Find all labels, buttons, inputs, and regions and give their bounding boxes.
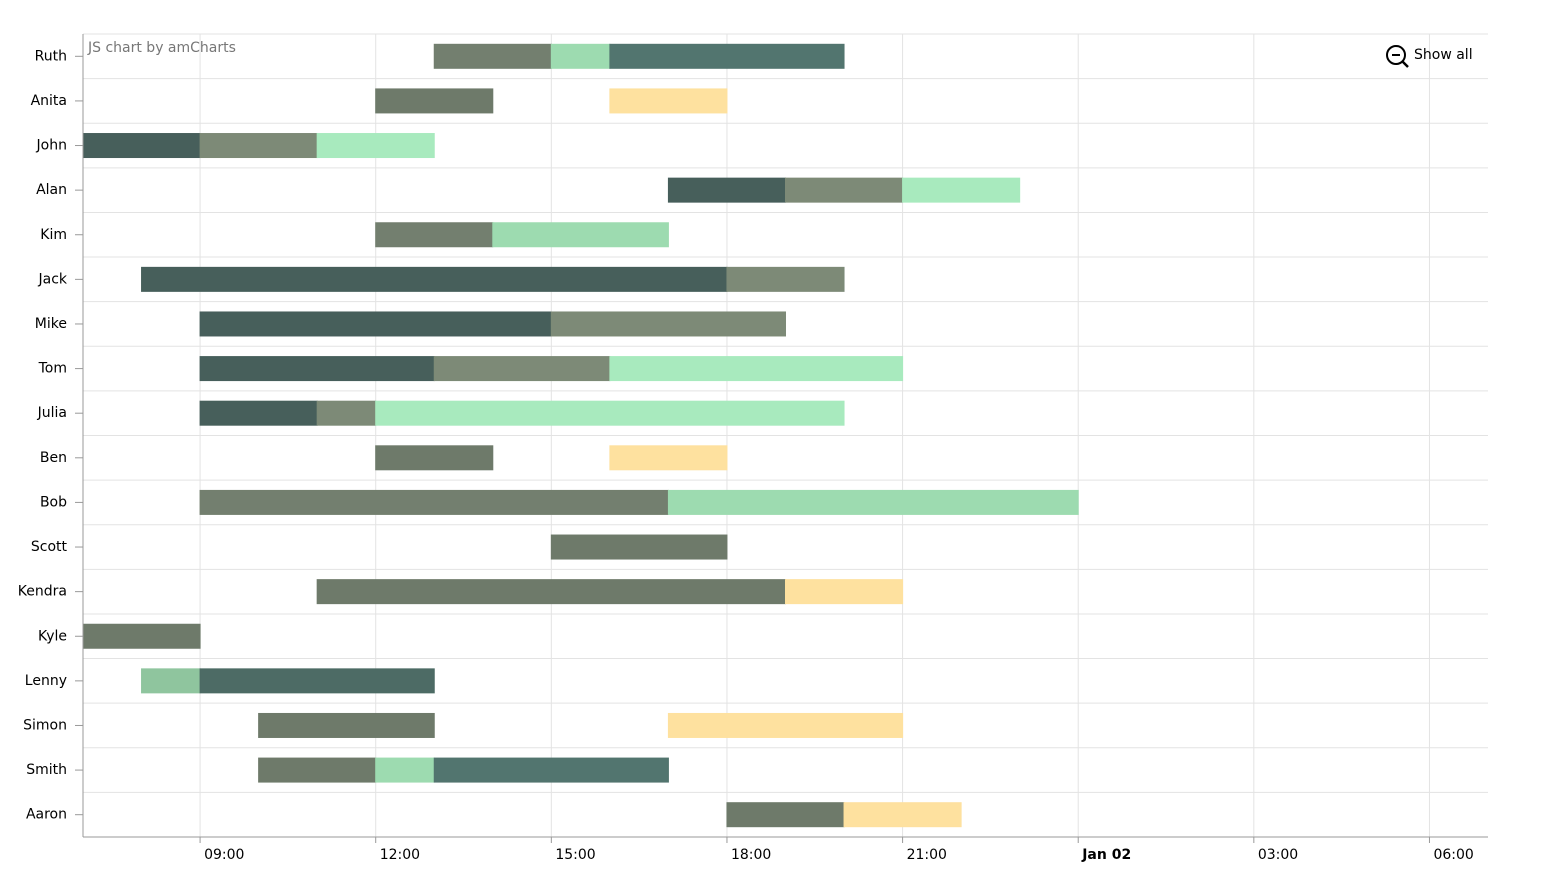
bar-segment xyxy=(667,177,787,203)
zoom-out-button[interactable]: Show all xyxy=(1386,45,1473,68)
bar-segment xyxy=(609,356,904,382)
bar-segment xyxy=(375,400,845,426)
y-tick-label: Kendra xyxy=(18,584,67,600)
bar-segment xyxy=(785,177,904,203)
bar-segment xyxy=(316,579,786,605)
y-tick-label: Lenny xyxy=(25,673,67,689)
plot: 09:00 12:00 15:00 18:00 21:00 Jan 02 03:00 06:0… xyxy=(18,33,1488,863)
y-tick-label: Mike xyxy=(35,316,67,332)
bar-segment xyxy=(609,445,728,471)
bar-segment xyxy=(375,445,494,471)
bar-segment xyxy=(667,712,904,738)
bar-segment xyxy=(433,757,669,783)
bar-segment xyxy=(609,88,728,114)
bar-segment xyxy=(843,802,962,828)
y-tick-label: Tom xyxy=(38,361,67,377)
bar-segment xyxy=(375,757,435,783)
y-tick-label: Kyle xyxy=(38,628,67,644)
bar-segment xyxy=(433,356,611,382)
x-tick-label: Jan 02 xyxy=(1081,847,1131,863)
y-tick-label: Bob xyxy=(40,494,67,510)
bar-segment xyxy=(785,579,904,605)
x-tick-label: 21:00 xyxy=(907,847,947,863)
x-tick-label: 06:00 xyxy=(1433,847,1473,863)
bar-segment xyxy=(316,400,377,426)
y-tick-label: Julia xyxy=(37,405,67,421)
y-tick-label: Aaron xyxy=(26,807,67,823)
bar-segment xyxy=(199,400,318,426)
y-tick-label: Scott xyxy=(31,539,68,555)
x-tick-label: 12:00 xyxy=(380,847,420,863)
bar-segment xyxy=(199,356,435,382)
x-tick-label: 18:00 xyxy=(731,847,771,863)
zoom-label[interactable]: Show all xyxy=(1414,47,1473,63)
y-tick-label: Simon xyxy=(23,717,67,733)
bar-segment xyxy=(199,668,435,694)
bar-segment xyxy=(141,668,201,694)
zoom-icon xyxy=(1386,45,1406,65)
y-tick-label: Kim xyxy=(40,227,67,243)
y-tick-label: Smith xyxy=(26,762,67,778)
bar-segment xyxy=(82,133,201,159)
zoom-icon-handle xyxy=(1401,60,1409,68)
bar-segment xyxy=(82,623,201,649)
bar-segment xyxy=(433,43,552,69)
bar-segment xyxy=(375,88,494,114)
bar-segment xyxy=(550,43,611,69)
bar-segment xyxy=(667,489,1079,515)
bar-segment xyxy=(609,43,845,69)
bar-segment xyxy=(199,311,552,337)
bar-segment xyxy=(492,222,669,248)
y-tick-label: Anita xyxy=(31,93,67,109)
bar-segment xyxy=(550,534,728,560)
bar-segment xyxy=(258,712,435,738)
bar-segment xyxy=(199,133,318,159)
bar-segment xyxy=(316,133,435,159)
bar-segment xyxy=(550,311,786,337)
x-tick-label: 03:00 xyxy=(1258,847,1298,863)
x-tick-label: 15:00 xyxy=(555,847,595,863)
bar-segment xyxy=(141,266,728,292)
bar-segment xyxy=(258,757,377,783)
bar-segment xyxy=(726,802,845,828)
y-tick-label: Alan xyxy=(36,182,67,198)
y-tick-label: Ben xyxy=(40,450,67,466)
x-tick-label: 09:00 xyxy=(204,847,244,863)
y-tick-label: John xyxy=(36,138,67,154)
bar-segment xyxy=(902,177,1021,203)
credit: JS chart by amCharts xyxy=(87,40,236,56)
bar-segment xyxy=(375,222,494,248)
y-tick-label: Jack xyxy=(37,271,67,287)
bar-segment xyxy=(726,266,845,292)
bar-segment xyxy=(199,489,669,515)
y-tick-label: Ruth xyxy=(35,48,67,64)
